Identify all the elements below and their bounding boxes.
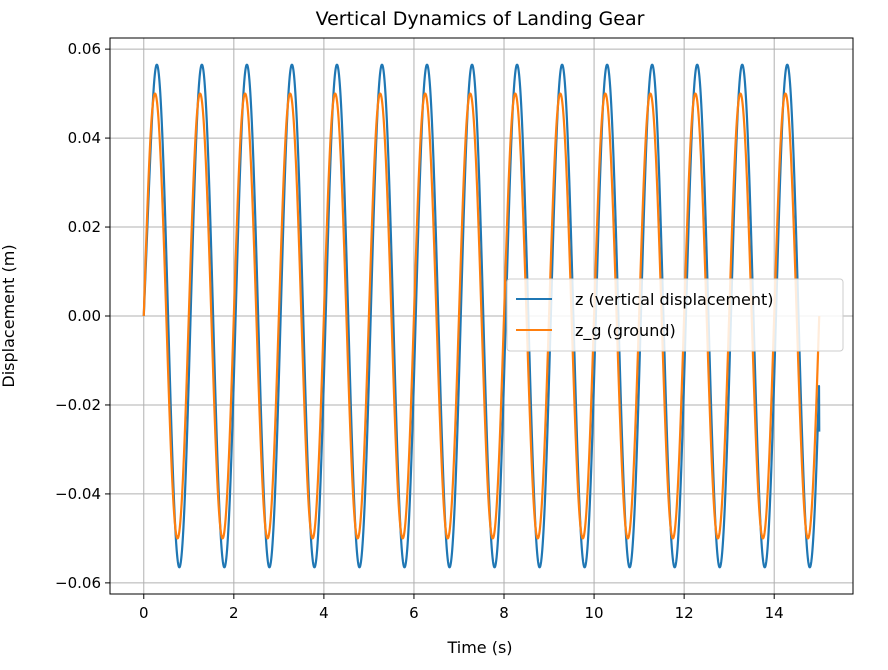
series-z-line bbox=[142, 63, 821, 569]
legend: z (vertical displacement) z_g (ground) bbox=[506, 278, 844, 352]
x-tick-label: 4 bbox=[319, 604, 329, 622]
x-tick-label: 6 bbox=[409, 604, 419, 622]
y-tick-label: 0.04 bbox=[68, 129, 101, 147]
chart-title: Vertical Dynamics of Landing Gear bbox=[316, 8, 645, 30]
x-tick-label: 2 bbox=[229, 604, 239, 622]
axis-ticks: 0 2 4 6 8 10 12 14 −0.06 −0.04 −0.02 0.00 0.02 0.04 0.… bbox=[55, 40, 784, 622]
y-axis-label: Displacement (m) bbox=[0, 244, 18, 387]
y-tick-label: −0.04 bbox=[55, 485, 101, 503]
x-axis-label: Time (s) bbox=[446, 638, 512, 657]
y-tick-label: 0.00 bbox=[68, 307, 101, 325]
y-tick-label: 0.02 bbox=[68, 218, 101, 236]
y-tick-label: 0.06 bbox=[68, 40, 101, 58]
legend-label-z: z (vertical displacement) bbox=[575, 290, 774, 309]
x-tick-label: 14 bbox=[765, 604, 784, 622]
legend-label-zg: z_g (ground) bbox=[575, 321, 676, 341]
x-tick-label: 10 bbox=[585, 604, 604, 622]
x-tick-label: 8 bbox=[499, 604, 509, 622]
y-tick-label: −0.02 bbox=[55, 396, 101, 414]
x-tick-label: 0 bbox=[139, 604, 149, 622]
x-tick-label: 12 bbox=[675, 604, 694, 622]
legend-box bbox=[506, 278, 844, 352]
y-tick-label: −0.06 bbox=[55, 574, 101, 592]
